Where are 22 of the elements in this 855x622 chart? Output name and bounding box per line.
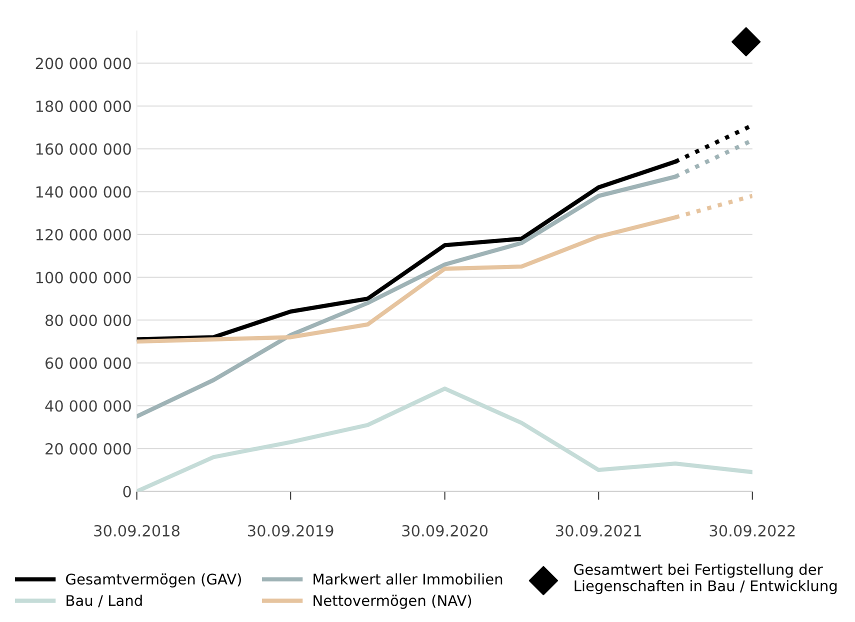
x-tick-label: 30.09.2020: [402, 524, 488, 537]
x-tick-label: 30.09.2018: [94, 524, 180, 537]
y-tick-label: 180 000 000: [36, 100, 131, 112]
x-tick-label: 30.09.2019: [248, 524, 334, 537]
legend-label: Gesamtvermögen (GAV): [66, 573, 241, 588]
y-tick-label: 120 000 000: [36, 228, 131, 240]
y-tick-label: 60 000 000: [46, 357, 131, 369]
y-tick-label: 20 000 000: [46, 443, 131, 455]
legend-label: Bau / Land: [66, 594, 142, 608]
y-tick-label: 0: [123, 486, 131, 498]
y-tick-label: 100 000 000: [36, 272, 131, 284]
y-tick-label: 40 000 000: [45, 400, 131, 412]
y-tick-label: 160 000 000: [36, 143, 131, 155]
legend-label: Gesamtwert bei Fertigstellung der Liegenschaften in Bau / Entwicklung: [574, 564, 837, 594]
line-series: [136, 386, 752, 492]
x-tick-label: 30.09.2021: [556, 524, 641, 537]
legend-label: Markwert aller Immobilien: [314, 573, 502, 585]
y-tick-label: 140 000 000: [36, 186, 131, 198]
y-tick-label: 80 000 000: [46, 314, 131, 326]
legend-label: Nettovermögen (NAV): [314, 594, 472, 609]
y-tick-label: 200 000 000: [36, 58, 131, 70]
x-tick-label: 30.09.2022: [710, 524, 795, 537]
